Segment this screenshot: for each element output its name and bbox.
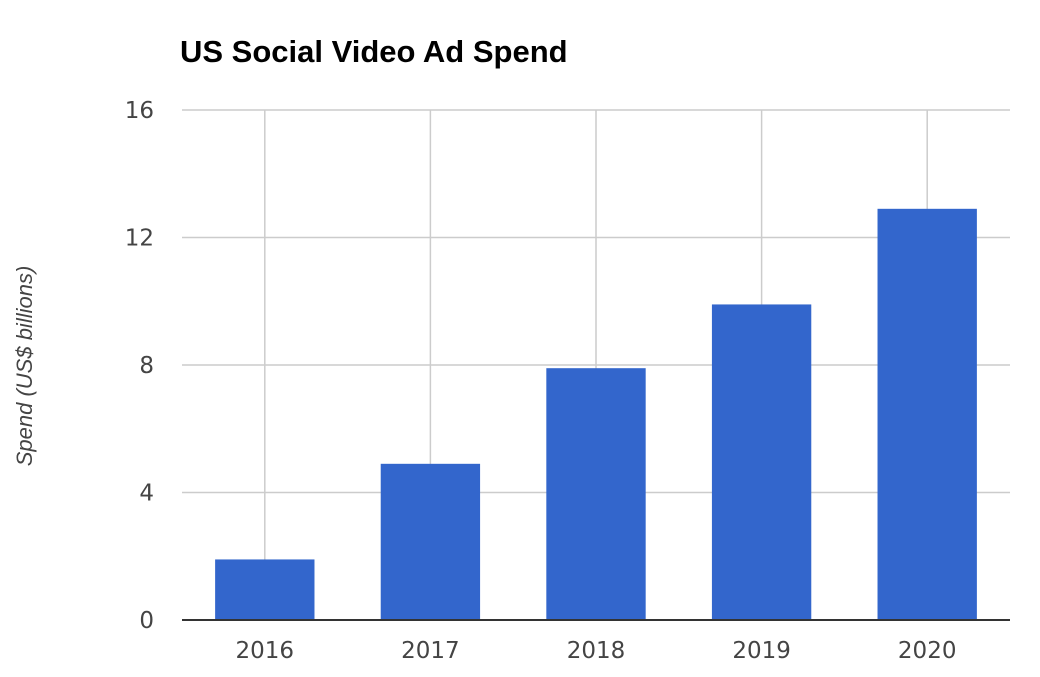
x-tick-label: 2020 [898,638,957,664]
bar-2017 [380,463,481,620]
bars [215,208,977,620]
x-tick-label: 2016 [236,638,295,664]
x-tick-label: 2018 [567,638,626,664]
x-tick-label: 2017 [401,638,460,664]
y-tick-label: 4 [139,481,154,507]
y-tick-label: 12 [125,226,154,252]
tick-labels: 0 4 8 12 16 2016 2017 2018 2019 2020 [125,98,1010,664]
y-axis-label: Spend (US$ billions) [12,266,37,467]
bar-2018 [546,368,646,620]
chart-title: US Social Video Ad Spend [180,34,568,69]
bar-2016 [215,559,315,620]
y-tick-label: 16 [125,98,154,124]
y-tick-label: 0 [139,608,154,634]
bar-2019 [711,304,812,620]
bar-2020 [877,208,977,620]
y-tick-label: 8 [139,353,154,379]
x-tick-label: 2019 [732,638,791,664]
